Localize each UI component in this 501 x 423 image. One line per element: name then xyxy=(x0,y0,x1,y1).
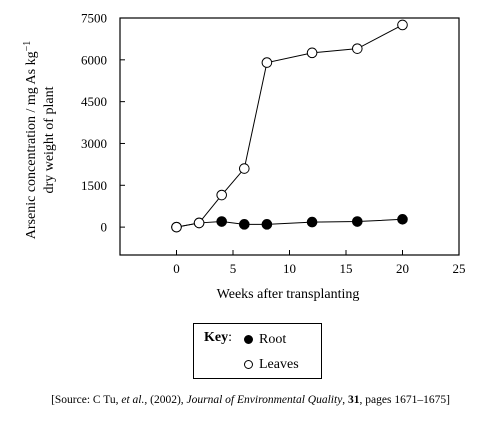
chart: 0 1500 3000 4500 6000 7500 0 5 10 15 20 25 Weeks a… xyxy=(22,11,466,303)
data-point-leaves xyxy=(171,221,182,233)
y-tick-label: 0 xyxy=(101,220,108,235)
data-point-root xyxy=(239,219,250,230)
source-prefix: [Source: C Tu, xyxy=(51,394,122,406)
key-title-row: Key: xyxy=(204,330,232,346)
data-point-leaves xyxy=(239,163,250,174)
data-point-root xyxy=(216,216,227,227)
leaves-marker-icon xyxy=(244,360,253,369)
key-title: Key xyxy=(204,330,229,345)
source-middle: , (2002), xyxy=(144,394,187,406)
y-axis-ticks: 0 1500 3000 4500 6000 7500 xyxy=(81,11,125,235)
x-tick-label: 0 xyxy=(173,261,180,276)
x-tick-label: 10 xyxy=(283,261,296,276)
source-citation: [Source: C Tu, et al., (2002), Journal o… xyxy=(0,394,501,406)
data-point-root xyxy=(261,219,273,230)
key-root-label: Root xyxy=(259,332,287,347)
y-tick-label: 1500 xyxy=(81,178,107,193)
series-root xyxy=(171,214,408,233)
data-point-leaves xyxy=(193,217,205,229)
root-marker-icon xyxy=(244,335,253,344)
x-axis-label: Weeks after transplanting xyxy=(217,287,360,302)
data-point-root xyxy=(352,216,363,227)
source-suffix: , pages 1671–1675] xyxy=(359,394,450,406)
key-leaves-label: Leaves xyxy=(259,357,299,372)
data-point-leaves xyxy=(397,19,408,31)
y-tick-label: 4500 xyxy=(81,94,107,109)
y-tick-label: 7500 xyxy=(81,11,107,26)
source-volume: 31 xyxy=(348,394,360,406)
x-tick-label: 15 xyxy=(340,261,353,276)
x-tick-label: 20 xyxy=(396,261,409,276)
source-journal: Journal of Environmental Quality xyxy=(186,394,343,406)
y-tick-label: 6000 xyxy=(81,52,107,67)
source-comma: , xyxy=(342,394,349,406)
y-tick-label: 3000 xyxy=(81,136,107,151)
data-point-leaves xyxy=(261,57,273,68)
y-axis-label-line1: Arsenic concentration / mg As kg xyxy=(24,51,39,239)
data-point-root xyxy=(397,214,408,225)
plot-frame xyxy=(119,17,460,256)
y-axis-label: Arsenic concentration / mg As kg−1 dry w… xyxy=(22,41,57,239)
series-line-leaves xyxy=(176,24,403,228)
series-line-root xyxy=(176,218,403,228)
y-axis-label-superscript: −1 xyxy=(22,41,33,52)
source-etal: et al. xyxy=(121,394,145,406)
series-leaves xyxy=(171,19,408,233)
legend-key: Key: Root Leaves xyxy=(193,323,322,379)
data-point-leaves xyxy=(306,47,318,59)
data-point-leaves xyxy=(216,189,227,201)
series-layer xyxy=(171,19,408,233)
y-axis-label-line2: dry weight of plant xyxy=(42,86,57,193)
svg-text:Arsenic concentration / mg As: Arsenic concentration / mg As kg−1 xyxy=(22,41,39,239)
data-point-leaves xyxy=(352,43,363,54)
data-point-root xyxy=(306,216,318,228)
x-tick-label: 5 xyxy=(230,261,237,276)
key-colon: : xyxy=(228,330,232,345)
x-axis-ticks: 0 5 10 15 20 25 xyxy=(173,250,466,276)
x-tick-label: 25 xyxy=(453,261,466,276)
